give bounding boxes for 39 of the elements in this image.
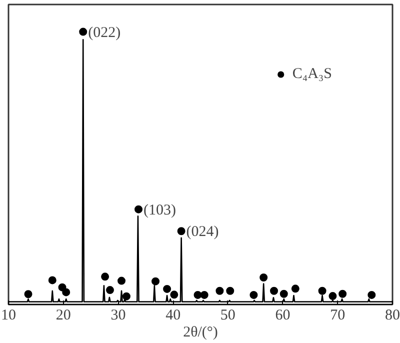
point xyxy=(318,286,326,295)
x-tick-label: 70 xyxy=(330,308,346,324)
point xyxy=(170,290,178,299)
x-tick-label: 80 xyxy=(385,308,400,324)
x-tick-label: 50 xyxy=(220,308,236,324)
point xyxy=(79,28,88,36)
point xyxy=(48,276,56,284)
point xyxy=(24,290,32,298)
point xyxy=(270,286,278,295)
point xyxy=(118,276,126,285)
point xyxy=(216,286,224,295)
point xyxy=(338,290,347,298)
point xyxy=(226,286,234,295)
point xyxy=(134,205,143,214)
point xyxy=(328,292,337,300)
point xyxy=(177,227,186,236)
point xyxy=(280,290,288,298)
point xyxy=(194,290,202,299)
x-tick-label: 40 xyxy=(166,308,181,324)
annotation: (022) xyxy=(88,24,121,41)
x-tick-label: 30 xyxy=(110,308,126,324)
legend-label: C₄A₃S xyxy=(292,66,332,82)
annotation: (103) xyxy=(144,202,176,218)
x-axis-title: 2θ/(°) xyxy=(183,324,218,340)
annotation: (024) xyxy=(186,224,219,240)
point xyxy=(106,286,114,294)
point xyxy=(200,290,208,299)
point xyxy=(152,277,160,286)
point xyxy=(368,290,376,299)
point xyxy=(122,292,130,300)
point xyxy=(62,288,70,296)
x-tick-label: 10 xyxy=(1,308,16,324)
point xyxy=(101,272,110,281)
point xyxy=(260,274,268,282)
x-tick-label: 60 xyxy=(275,308,290,324)
point xyxy=(250,290,258,299)
point xyxy=(163,284,172,293)
point xyxy=(291,284,300,293)
x-tick-label: 20 xyxy=(56,308,71,324)
